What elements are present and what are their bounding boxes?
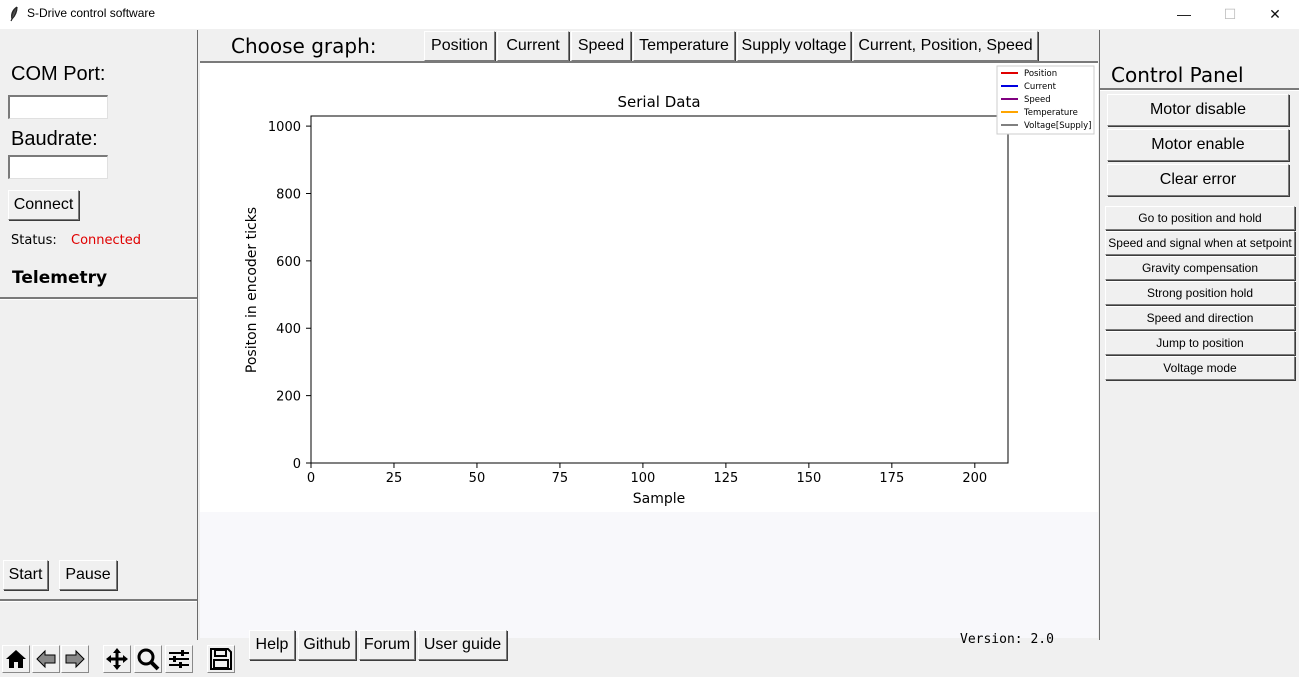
x-tick-label: 0 xyxy=(307,471,315,486)
connect-button[interactable]: Connect xyxy=(8,190,79,220)
com-port-input[interactable] xyxy=(8,95,108,119)
mode-go-to-position-button[interactable]: Go to position and hold xyxy=(1105,206,1295,230)
plot-underlay xyxy=(200,512,1098,638)
chart-legend: Position Current Speed Temperature Voltage[S… xyxy=(996,65,1095,135)
x-tick-label: 200 xyxy=(962,471,987,486)
plot-canvas[interactable]: Serial Data 0 25 50 75 100 125 150 175 200 0 200 4… xyxy=(200,64,1098,512)
minimize-button[interactable]: — xyxy=(1177,6,1191,22)
legend-entry: Temperature xyxy=(1023,108,1078,118)
x-tick-label: 175 xyxy=(879,471,904,486)
mode-voltage-button[interactable]: Voltage mode xyxy=(1105,356,1295,380)
graph-selector-separator xyxy=(200,61,1098,64)
github-button[interactable]: Github xyxy=(298,630,356,660)
control-panel-separator xyxy=(1100,88,1299,91)
graph-supply-voltage-button[interactable]: Supply voltage xyxy=(737,31,851,61)
x-tick-label: 100 xyxy=(630,471,655,486)
motor-disable-button[interactable]: Motor disable xyxy=(1107,94,1289,126)
chart-title: Serial Data xyxy=(617,93,700,111)
mode-speed-signal-button[interactable]: Speed and signal when at setpoint xyxy=(1105,231,1295,255)
graph-combined-button[interactable]: Current, Position, Speed xyxy=(853,31,1038,61)
user-guide-button[interactable]: User guide xyxy=(418,630,507,660)
y-tick-label: 0 xyxy=(293,457,301,472)
legend-entry: Voltage[Supply] xyxy=(1024,121,1091,131)
legend-entry: Current xyxy=(1024,82,1057,92)
right-divider xyxy=(1099,30,1100,640)
pan-icon[interactable] xyxy=(103,645,131,673)
graph-temperature-button[interactable]: Temperature xyxy=(633,31,735,61)
serial-data-chart: Serial Data 0 25 50 75 100 125 150 175 200 0 200 4… xyxy=(244,65,1095,507)
graph-position-button[interactable]: Position xyxy=(424,31,495,61)
mode-speed-direction-button[interactable]: Speed and direction xyxy=(1105,306,1295,330)
back-arrow-icon[interactable] xyxy=(32,645,60,673)
motor-enable-button[interactable]: Motor enable xyxy=(1107,129,1289,161)
control-panel-title: Control Panel xyxy=(1111,63,1244,87)
pause-button[interactable]: Pause xyxy=(59,560,117,590)
left-divider xyxy=(197,30,198,640)
x-tick-label: 50 xyxy=(469,471,486,486)
legend-entry: Position xyxy=(1024,69,1057,79)
version-label: Version: 2.0 xyxy=(960,632,1054,647)
baudrate-input[interactable] xyxy=(8,155,108,179)
close-button[interactable]: ✕ xyxy=(1269,6,1281,22)
zoom-icon[interactable] xyxy=(134,645,162,673)
configure-subplots-icon[interactable] xyxy=(165,645,193,673)
telemetry-heading: Telemetry xyxy=(12,268,108,288)
graph-speed-button[interactable]: Speed xyxy=(571,31,631,61)
graph-current-button[interactable]: Current xyxy=(497,31,569,61)
mode-jump-to-position-button[interactable]: Jump to position xyxy=(1105,331,1295,355)
y-tick-label: 600 xyxy=(276,255,301,270)
help-button[interactable]: Help xyxy=(249,630,295,660)
window-title: S-Drive control software xyxy=(27,6,156,20)
mode-gravity-compensation-button[interactable]: Gravity compensation xyxy=(1105,256,1295,280)
home-icon[interactable] xyxy=(2,645,30,673)
y-tick-label: 800 xyxy=(276,187,301,202)
status-label: Status: xyxy=(11,233,57,248)
title-bar: S-Drive control software — ☐ ✕ xyxy=(0,0,1299,29)
start-button[interactable]: Start xyxy=(3,560,48,590)
y-tick-label: 1000 xyxy=(268,120,301,135)
mode-strong-position-hold-button[interactable]: Strong position hold xyxy=(1105,281,1295,305)
y-axis-label: Positon in encoder ticks xyxy=(244,207,260,373)
y-tick-label: 400 xyxy=(276,322,301,337)
baudrate-label: Baudrate: xyxy=(11,128,98,150)
legend-entry: Speed xyxy=(1024,95,1051,105)
save-icon[interactable] xyxy=(207,645,235,673)
com-port-label: COM Port: xyxy=(11,63,106,85)
x-tick-label: 125 xyxy=(713,471,738,486)
bottom-left-separator xyxy=(0,599,197,602)
x-tick-label: 75 xyxy=(552,471,569,486)
x-tick-label: 150 xyxy=(796,471,821,486)
x-tick-label: 25 xyxy=(386,471,403,486)
telemetry-separator xyxy=(0,297,197,300)
forum-button[interactable]: Forum xyxy=(359,630,415,660)
clear-error-button[interactable]: Clear error xyxy=(1107,164,1289,196)
y-tick-label: 200 xyxy=(276,390,301,405)
choose-graph-label: Choose graph: xyxy=(231,34,377,58)
plot-frame xyxy=(310,115,1009,464)
status-value: Connected xyxy=(71,233,142,248)
forward-arrow-icon[interactable] xyxy=(61,645,89,673)
maximize-button[interactable]: ☐ xyxy=(1223,6,1237,22)
x-axis-label: Sample xyxy=(633,491,686,507)
feather-icon xyxy=(10,6,18,22)
